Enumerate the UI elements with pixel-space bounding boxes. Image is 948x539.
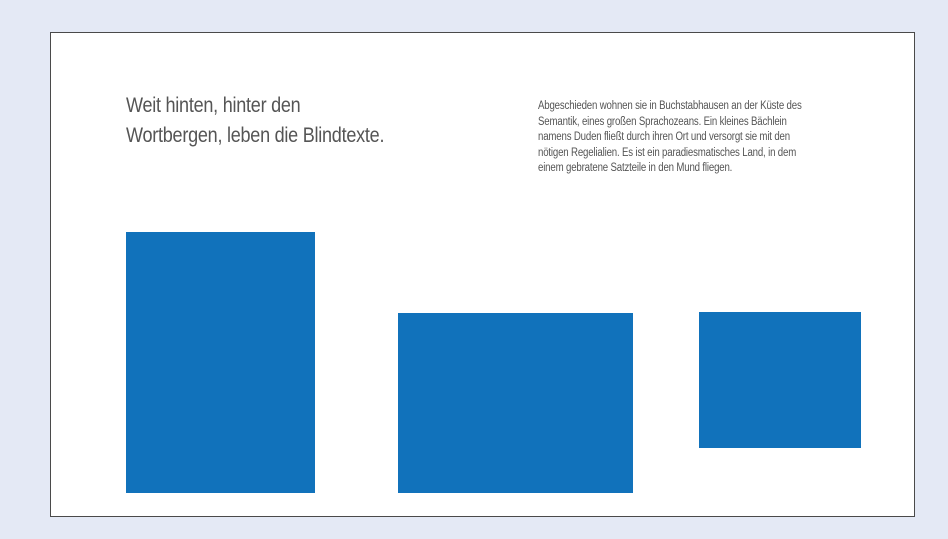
headline-line-1: Weit hinten, hinter den (126, 94, 301, 117)
body-line: Abgeschieden wohnen sie in Buchstabhause… (538, 100, 802, 112)
body-paragraph: Abgeschieden wohnen sie in Buchstabhause… (538, 99, 857, 177)
image-placeholder-2 (398, 313, 633, 493)
body-line: Semantik, eines großen Sprachozeans. Ein… (538, 115, 787, 128)
body-line: nötigen Regelialien. Es ist ein paradies… (538, 146, 797, 159)
headline: Weit hinten, hinter den Wortbergen, lebe… (126, 91, 410, 151)
headline-line-2: Wortbergen, leben die Blindtexte. (126, 124, 385, 147)
body-line: einem gebratene Satzteile in den Mund fl… (538, 162, 733, 174)
image-placeholder-1 (126, 232, 315, 493)
image-placeholder-3 (699, 312, 861, 448)
body-line: namens Duden fließt durch ihren Ort und … (538, 131, 790, 143)
layout-panel: Weit hinten, hinter den Wortbergen, lebe… (50, 32, 915, 517)
